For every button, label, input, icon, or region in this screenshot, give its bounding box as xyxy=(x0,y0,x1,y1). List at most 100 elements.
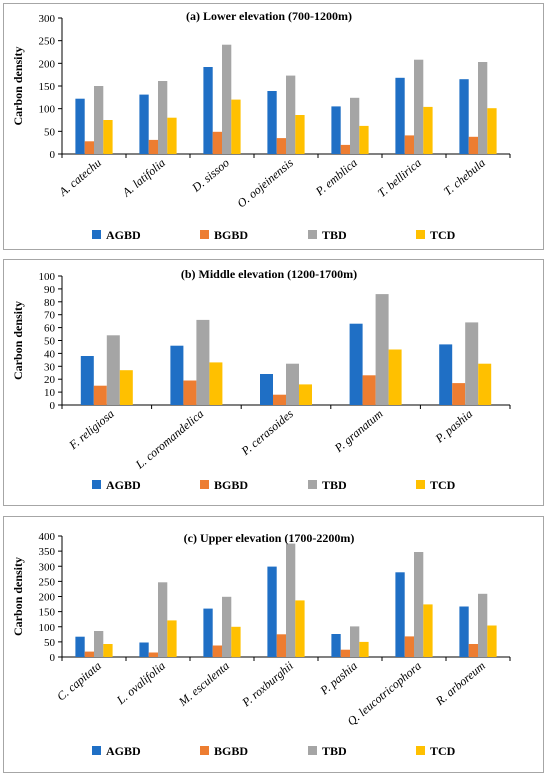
bar-agbd xyxy=(80,356,94,405)
bar-tbd xyxy=(158,582,168,657)
bar-tcd xyxy=(231,99,241,154)
legend-swatch-agbd xyxy=(92,230,101,239)
y-tick-label: 200 xyxy=(39,592,56,604)
x-category-label: P. pashia xyxy=(432,407,475,447)
y-tick-label: 80 xyxy=(44,297,56,309)
y-tick-label: 60 xyxy=(44,323,56,335)
bar-bgbd xyxy=(340,649,350,657)
bar-agbd xyxy=(75,98,85,154)
legend-label-bgbd: BGBD xyxy=(214,744,248,758)
bar-bgbd xyxy=(148,652,158,657)
y-tick-label: 100 xyxy=(39,104,56,116)
bar-tcd xyxy=(359,641,369,657)
bar-bgbd xyxy=(212,131,222,154)
y-tick-label: 300 xyxy=(39,13,56,25)
bar-bgbd xyxy=(452,383,466,405)
legend-swatch-agbd xyxy=(92,480,101,489)
y-tick-label: 90 xyxy=(44,284,56,296)
x-category-label: P. granatum xyxy=(331,406,386,455)
x-category-label: P. cerasoides xyxy=(238,406,296,458)
bar-tbd xyxy=(222,596,232,657)
x-category-label: M. esculenta xyxy=(175,659,232,710)
legend-label-tbd: TBD xyxy=(322,228,347,242)
bar-tbd xyxy=(350,626,360,657)
x-category-label: T. chebula xyxy=(441,156,488,199)
bar-agbd xyxy=(395,77,405,154)
y-tick-label: 250 xyxy=(39,36,56,48)
x-category-label: L. coromandelica xyxy=(132,407,206,473)
legend-label-tbd: TBD xyxy=(322,478,347,492)
bar-tcd xyxy=(487,108,497,154)
legend-label-tbd: TBD xyxy=(322,744,347,758)
bar-agbd xyxy=(75,636,85,657)
legend-swatch-bgbd xyxy=(200,480,209,489)
bar-tbd xyxy=(478,62,488,154)
legend-label-agbd: AGBD xyxy=(106,478,141,492)
y-tick-label: 0 xyxy=(50,652,56,664)
bar-tcd xyxy=(388,349,402,405)
bar-bgbd xyxy=(468,136,478,154)
y-tick-label: 20 xyxy=(44,374,56,386)
chart-panel-upper-elevation: 0 50 100 150 200 250 300 350 400 C. capitata L. ov… xyxy=(3,516,544,773)
y-tick-label: 100 xyxy=(39,622,56,634)
x-category-label: P. emblica xyxy=(312,156,360,199)
y-tick-label: 0 xyxy=(50,400,56,412)
bar-tcd xyxy=(119,370,133,405)
bar-tbd xyxy=(414,59,424,155)
legend-swatch-agbd xyxy=(92,746,101,755)
bar-agbd xyxy=(260,374,273,405)
bar-bgbd xyxy=(148,139,158,154)
bar-tbd xyxy=(286,543,296,657)
bar-tcd xyxy=(167,620,177,657)
bar-tbd xyxy=(94,631,104,657)
bar-agbd xyxy=(267,566,277,657)
y-tick-label: 50 xyxy=(44,637,56,649)
bar-tcd xyxy=(295,115,305,154)
bar-tbd xyxy=(375,294,389,405)
bar-tbd xyxy=(286,363,299,405)
bar-bgbd xyxy=(273,394,286,405)
bar-agbd xyxy=(203,67,213,154)
bar-tcd xyxy=(209,362,223,405)
chart-title: (a) Lower elevation (700-1200m) xyxy=(186,9,352,23)
x-category-label: O. oojeinensis xyxy=(234,155,296,210)
legend-label-bgbd: BGBD xyxy=(214,478,248,492)
x-category-label: P. pashia xyxy=(317,659,360,699)
bar-bgbd xyxy=(340,144,350,154)
y-tick-label: 400 xyxy=(39,531,56,543)
x-category-label: P. roxburghii xyxy=(238,659,295,710)
legend-label-tcd: TCD xyxy=(430,744,456,758)
legend-swatch-bgbd xyxy=(200,746,209,755)
x-category-label: C. capitata xyxy=(54,659,104,704)
bar-agbd xyxy=(349,323,363,405)
y-tick-label: 350 xyxy=(39,546,56,558)
legend-label-tcd: TCD xyxy=(430,478,456,492)
y-tick-label: 300 xyxy=(39,561,56,573)
legend-swatch-tbd xyxy=(308,746,317,755)
bar-tbd xyxy=(158,81,168,154)
legend-swatch-tcd xyxy=(416,746,425,755)
x-category-label: L. ovalifolia xyxy=(113,659,168,708)
bar-tcd xyxy=(423,604,433,657)
bar-bgbd xyxy=(404,135,414,154)
bar-tbd xyxy=(465,322,479,405)
y-tick-label: 150 xyxy=(39,81,56,93)
y-tick-label: 150 xyxy=(39,607,56,619)
bar-agbd xyxy=(170,345,184,405)
y-tick-label: 0 xyxy=(50,149,56,161)
y-tick-label: 10 xyxy=(44,387,56,399)
legend-swatch-tbd xyxy=(308,230,317,239)
bar-agbd xyxy=(331,106,341,154)
bar-agbd xyxy=(331,634,341,657)
bar-bgbd xyxy=(84,651,94,657)
y-axis-label: Carbon density xyxy=(11,46,25,125)
bar-agbd xyxy=(267,91,277,154)
chart-upper-elevation: 0 50 100 150 200 250 300 350 400 C. capitata L. ov… xyxy=(11,531,511,758)
y-tick-label: 200 xyxy=(39,58,56,70)
bar-bgbd xyxy=(404,636,414,657)
bar-tbd xyxy=(286,75,296,154)
y-axis-label: Carbon density xyxy=(11,557,25,636)
legend-swatch-tcd xyxy=(416,230,425,239)
bar-bgbd xyxy=(93,385,107,405)
